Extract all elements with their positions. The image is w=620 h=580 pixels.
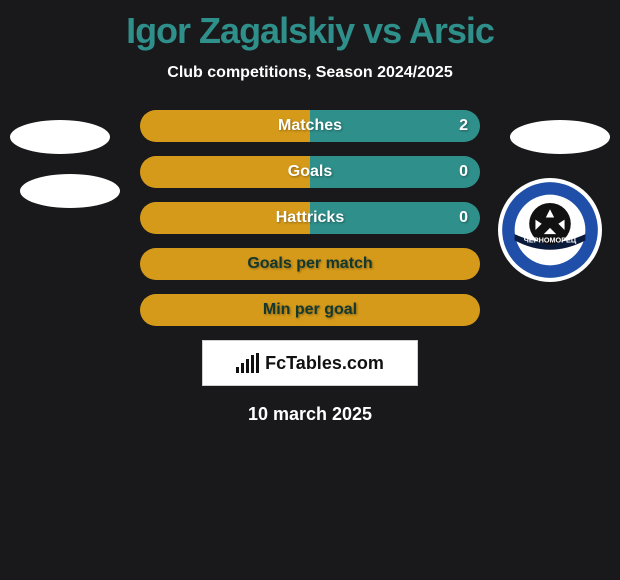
stat-value-right: 0 — [459, 209, 468, 227]
stat-row-goals-per-match: Goals per match — [140, 248, 480, 280]
stat-value-right: 0 — [459, 163, 468, 181]
date-label: 10 march 2025 — [0, 404, 620, 425]
stat-row-hattricks: Hattricks 0 — [140, 202, 480, 234]
page-title: Igor Zagalskiy vs Arsic — [0, 0, 620, 52]
stat-label: Min per goal — [263, 301, 357, 319]
stat-value-right: 2 — [459, 117, 468, 135]
brand-text: FcTables.com — [265, 353, 384, 374]
subtitle: Club competitions, Season 2024/2025 — [0, 64, 620, 82]
stat-label: Goals — [288, 163, 332, 181]
stat-row-matches: Matches 2 — [140, 110, 480, 142]
stats-area: Matches 2 Goals 0 Hattricks 0 Goals per … — [0, 110, 620, 326]
stat-label: Goals per match — [247, 255, 372, 273]
brand-box[interactable]: FcTables.com — [202, 340, 418, 386]
chart-icon — [236, 353, 259, 373]
stat-label: Hattricks — [276, 209, 344, 227]
stat-label: Matches — [278, 117, 342, 135]
stat-row-min-per-goal: Min per goal — [140, 294, 480, 326]
stat-row-goals: Goals 0 — [140, 156, 480, 188]
